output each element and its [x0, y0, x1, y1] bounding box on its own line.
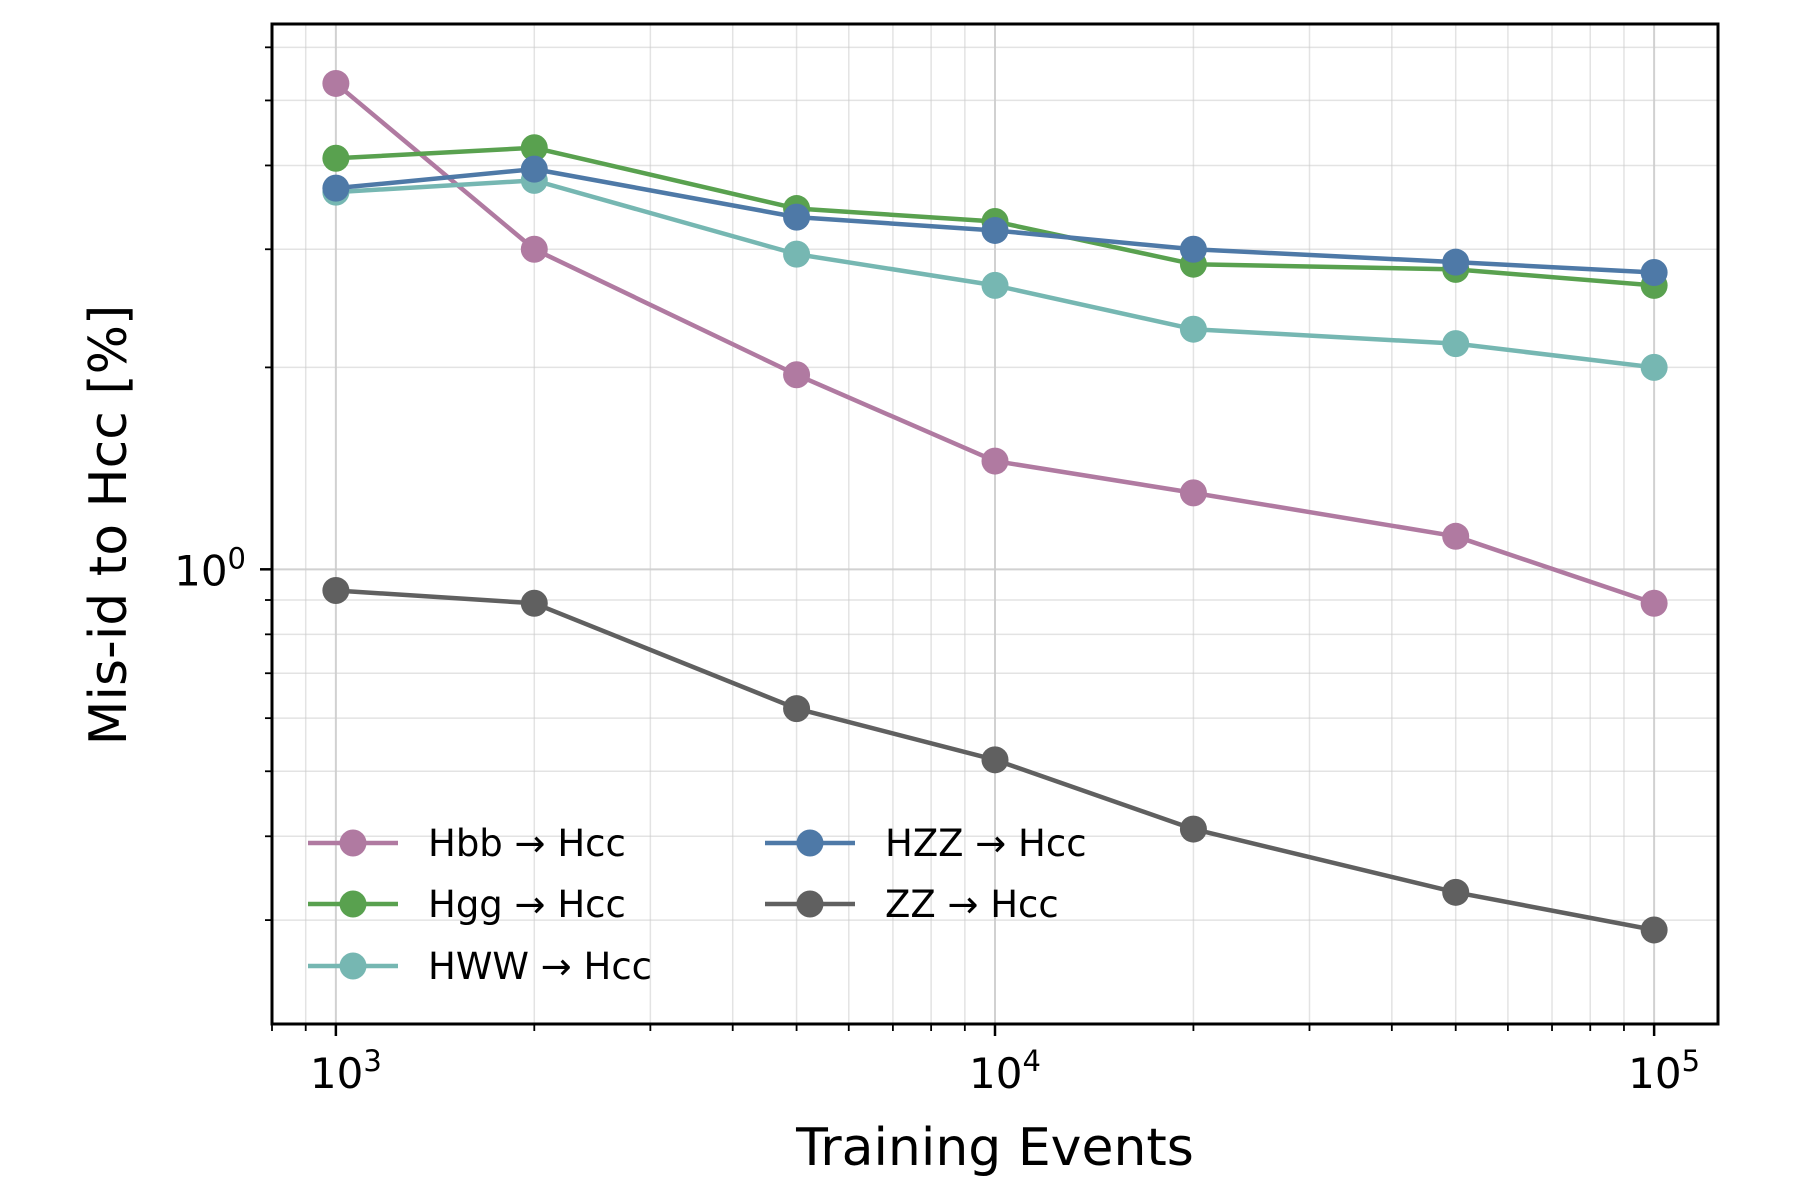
- x-axis-title: Training Events: [795, 1118, 1194, 1178]
- legend-label: Hgg → Hcc: [428, 883, 626, 926]
- series-group: [322, 576, 1668, 944]
- legend-item: ZZ → Hcc: [765, 883, 1059, 926]
- legend-swatch-marker: [339, 829, 367, 857]
- tick-labels: 103 104 105 100: [174, 541, 1700, 1098]
- data-point: [520, 589, 548, 617]
- data-point: [981, 746, 1009, 774]
- legend-label: Hbb → Hcc: [428, 822, 626, 865]
- legend: Hbb → Hcc Hgg → Hcc HWW → Hcc HZZ → Hcc ZZ →…: [308, 822, 1087, 988]
- data-point: [520, 155, 548, 183]
- legend-item: HWW → Hcc: [308, 945, 652, 988]
- data-point: [1179, 235, 1207, 263]
- data-point: [1442, 248, 1470, 276]
- axis-ticks: [260, 46, 1656, 1036]
- data-point: [981, 271, 1009, 299]
- y-axis-title: Mis-id to Hcc [%]: [79, 305, 139, 746]
- series-group: [322, 69, 1668, 617]
- data-point: [783, 361, 811, 389]
- legend-label: ZZ → Hcc: [885, 883, 1059, 926]
- legend-swatch-marker: [796, 890, 824, 918]
- data-point: [1442, 878, 1470, 906]
- data-point: [1640, 353, 1668, 381]
- data-point: [520, 134, 548, 162]
- data-point: [1640, 589, 1668, 617]
- data-point: [1442, 330, 1470, 358]
- series-group: [322, 155, 1668, 286]
- data-point: [1640, 258, 1668, 286]
- data-point: [783, 240, 811, 268]
- legend-item: Hgg → Hcc: [308, 883, 626, 926]
- data-point: [783, 203, 811, 231]
- x-tick-label: 104: [969, 1044, 1041, 1098]
- data-point: [1179, 315, 1207, 343]
- data-point: [783, 695, 811, 723]
- data-point: [1442, 522, 1470, 550]
- data-point: [322, 144, 350, 172]
- legend-label: HZZ → Hcc: [885, 822, 1087, 865]
- data-point: [322, 69, 350, 97]
- series-layer: [322, 69, 1668, 944]
- data-point: [520, 235, 548, 263]
- y-tick-label: 100: [174, 541, 246, 595]
- data-point: [981, 216, 1009, 244]
- legend-item: HZZ → Hcc: [765, 822, 1087, 865]
- legend-item: Hbb → Hcc: [308, 822, 626, 865]
- data-point: [1640, 916, 1668, 944]
- x-tick-label: 105: [1628, 1044, 1700, 1098]
- legend-swatch-marker: [796, 829, 824, 857]
- data-point: [322, 174, 350, 202]
- legend-swatch-marker: [339, 952, 367, 980]
- data-point: [1179, 815, 1207, 843]
- legend-label: HWW → Hcc: [428, 945, 652, 988]
- data-point: [981, 447, 1009, 475]
- data-point: [322, 576, 350, 604]
- legend-swatch-marker: [339, 890, 367, 918]
- data-point: [1179, 479, 1207, 507]
- x-tick-label: 103: [310, 1044, 382, 1098]
